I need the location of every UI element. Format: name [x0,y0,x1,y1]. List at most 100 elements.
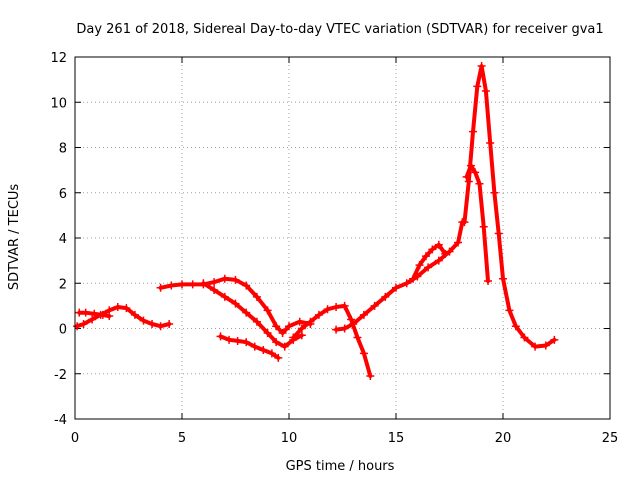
data-point [460,218,469,227]
data-point [481,86,490,95]
data-point [306,317,315,326]
series-arc10 [460,62,559,351]
data-point [359,349,368,358]
data-point [486,138,495,147]
data-point [359,310,368,319]
data-point [79,319,88,328]
data-point [98,310,107,319]
data-point [392,283,400,292]
data-point [475,179,484,188]
y-tick-label: -4 [54,413,67,428]
data-point [421,252,430,261]
data-point [280,342,289,351]
data-point [479,222,488,231]
data-point [113,303,122,312]
data-point [531,342,540,351]
data-point [471,168,480,177]
data-point [285,322,293,331]
data-point [297,331,306,340]
data-point [139,316,148,325]
data-point [252,292,261,301]
data-point [347,315,356,324]
data-point [263,329,272,338]
data-point [490,188,499,197]
y-tick-label: 10 [50,96,67,111]
data-point [250,342,259,351]
data-point [505,306,514,315]
data-point [90,309,99,318]
data-point [332,303,341,312]
data-point [272,338,281,347]
data-point [441,249,450,258]
data-point [274,353,283,362]
axis-ticks: 0 5 10 15 20 25 -4 -2 0 2 4 6 8 10 12 [50,51,618,446]
data-point [259,345,268,354]
data-point [469,127,478,136]
data-point [242,281,251,290]
data-point [130,310,139,319]
data-point [289,333,298,342]
y-tick-label: -2 [54,368,67,383]
data-point [477,62,486,71]
y-tick-label: 8 [59,142,67,157]
data-point [541,341,550,350]
data-point [370,301,379,310]
data-point [122,304,131,313]
data-point [105,312,114,321]
y-tick-label: 2 [59,277,67,292]
data-point [409,274,418,283]
data-point [210,286,219,295]
y-tick-label: 6 [59,187,67,202]
y-axis-label: SDTVAR / TECUs [7,184,22,291]
series-arc4 [199,279,306,351]
series-arc8 [409,240,450,283]
data-point [272,322,281,331]
data-point [178,280,186,289]
data-point [88,315,97,324]
y-tick-label: 4 [59,232,67,247]
series-trace [462,64,557,349]
x-tick-label: 10 [281,431,298,446]
data-point [473,82,482,91]
data-point [340,324,349,333]
data-point [225,335,234,344]
data-point [165,319,174,328]
data-point [242,338,251,347]
grid [75,57,610,419]
data-point [156,322,165,331]
x-tick-label: 20 [495,431,512,446]
data-point [220,274,229,283]
data-point [148,319,157,328]
series-arc1 [73,303,174,331]
data-point [434,256,443,265]
data-point [484,276,493,285]
data-point [216,332,225,341]
data-point [366,372,375,381]
data-point [349,319,358,328]
y-tick-label: 0 [59,323,67,338]
data-point [454,238,463,247]
data-point [428,245,437,254]
data-point [464,177,473,186]
chart-title: Day 261 of 2018, Sidereal Day-to-day VTE… [76,22,603,37]
series-trace [291,303,373,378]
data-point [402,279,411,288]
data-point [252,317,261,326]
data-points [73,62,559,381]
x-tick-label: 15 [388,431,405,446]
data-point [231,275,240,284]
series-arc3 [156,274,315,338]
data-point [210,278,219,287]
series-trace [158,276,313,335]
series-arc2 [75,308,114,321]
series-arc5 [216,332,283,362]
data-point [267,349,276,358]
data-point [156,283,165,292]
data-point [424,263,433,272]
data-point [73,322,82,331]
data-point [295,317,304,326]
data-point [415,261,424,270]
data-point [81,308,90,317]
data-point [340,301,349,310]
